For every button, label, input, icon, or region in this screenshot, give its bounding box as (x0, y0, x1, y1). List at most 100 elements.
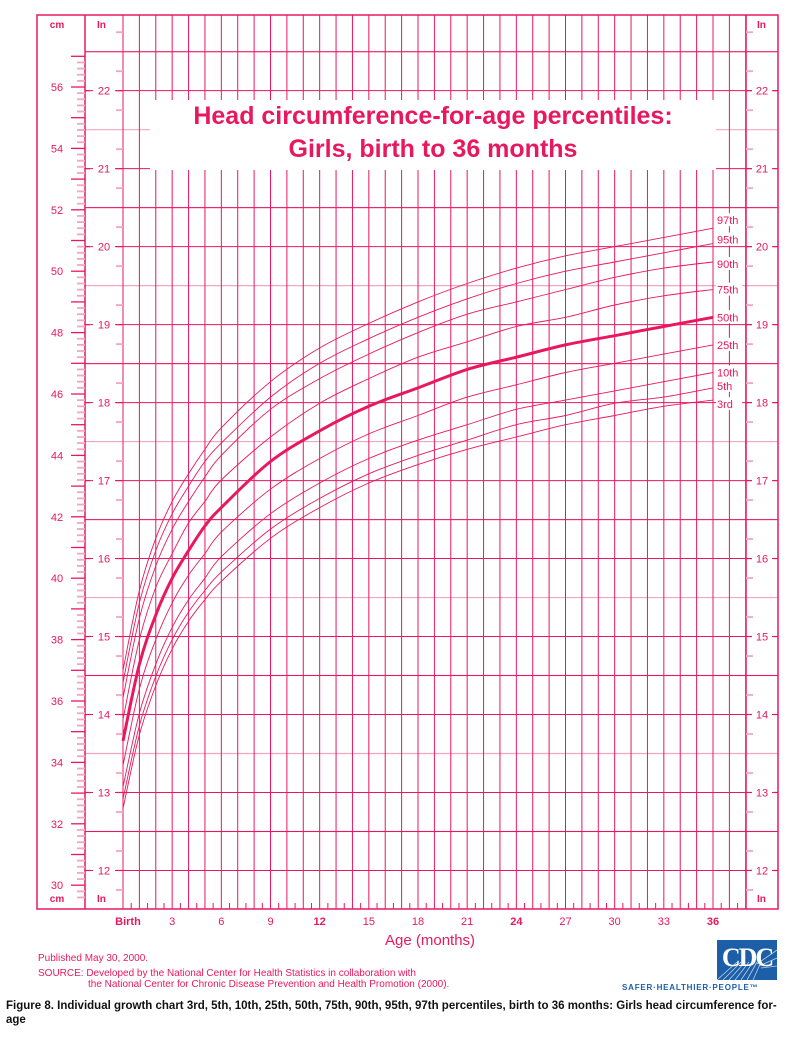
in-tick-label-left: 20 (98, 242, 110, 254)
label-bg (752, 551, 772, 566)
in-tick-label-right: 22 (756, 86, 768, 98)
source-line-1: SOURCE: Developed by the National Center… (38, 968, 416, 979)
in-tick-label-left: 18 (98, 398, 110, 410)
label-bg (716, 310, 742, 324)
x-axis-label: Age (months) (385, 932, 476, 949)
label-bg (93, 317, 115, 332)
cm-tick-label: 50 (51, 266, 63, 278)
cm-tick-label: 48 (51, 328, 63, 340)
label-bg (93, 83, 115, 98)
in-tick-label-left: 14 (98, 710, 110, 722)
cm-tick-label: 34 (51, 757, 63, 769)
source-note: SOURCE: Developed by the National Center… (38, 968, 449, 990)
x-tick-label: 3 (169, 916, 175, 928)
label-bg (752, 83, 772, 98)
in-tick-label-right: 16 (756, 554, 768, 566)
label-bg (93, 863, 115, 878)
in-tick-label-right: 19 (756, 320, 768, 332)
in-tick-label-left: 21 (98, 164, 110, 176)
label-bg (752, 473, 772, 488)
label-bg (716, 378, 742, 392)
cm-tick-label: 46 (51, 389, 63, 401)
label-bg (93, 473, 115, 488)
label-bg (752, 239, 772, 254)
logo-rays-icon (717, 949, 777, 980)
label-bg (752, 161, 772, 176)
curve-90th (122, 261, 714, 698)
x-tick-label: 27 (559, 916, 571, 928)
figure-caption: Figure 8. Individual growth chart 3rd, 5… (6, 1000, 777, 1026)
cm-unit-bottom: cm (50, 894, 65, 905)
in-tick-label-right: 13 (756, 787, 768, 799)
cm-tick-label: 44 (51, 450, 63, 462)
percentile-label-75th: 75th (717, 285, 738, 297)
x-tick-label: 30 (609, 916, 621, 928)
x-tick-label: 33 (658, 916, 670, 928)
logo-text: CDC (721, 943, 774, 972)
x-tick-label: 24 (510, 916, 523, 928)
label-bg (93, 785, 115, 800)
cm-tick-label: 42 (51, 512, 63, 524)
in-tick-label-left: 12 (98, 865, 110, 877)
in-tick-label-right: 14 (756, 710, 768, 722)
cm-tick-label: 54 (51, 143, 63, 155)
cm-tick-label: 32 (51, 819, 63, 831)
in-tick-label-right: 17 (756, 476, 768, 488)
source-line-2: the National Center for Chronic Disease … (88, 979, 450, 990)
label-bg (93, 707, 115, 722)
label-bg (93, 629, 115, 644)
label-bg (716, 232, 742, 246)
percentile-label-10th: 10th (717, 368, 738, 380)
curve-95th (122, 243, 714, 683)
in-tick-label-right: 18 (756, 398, 768, 410)
label-bg (716, 282, 742, 296)
percentile-label-25th: 25th (717, 340, 738, 352)
percentile-label-90th: 90th (717, 259, 738, 271)
curve-97th (122, 227, 714, 671)
x-tick-label: 36 (707, 916, 719, 928)
chart-title-line1: Head circumference-for-age percentiles: (193, 102, 673, 130)
x-tick-label: 9 (267, 916, 273, 928)
label-bg (752, 707, 772, 722)
in-tick-label-left: 13 (98, 787, 110, 799)
curve-5th (122, 387, 714, 800)
in-tick-label-left: 19 (98, 320, 110, 332)
x-tick-label: 12 (314, 916, 326, 928)
cdc-logo: CDC (717, 940, 777, 980)
label-bg (93, 551, 115, 566)
label-bg (716, 213, 742, 227)
percentile-label-5th: 5th (717, 381, 732, 393)
label-bg (752, 785, 772, 800)
label-bg (93, 161, 115, 176)
curve-25th (122, 344, 714, 766)
percentile-label-3rd: 3rd (717, 399, 733, 411)
label-bg (752, 629, 772, 644)
label-bg (716, 365, 742, 379)
chart-title-line2: Girls, birth to 36 months (288, 135, 578, 163)
chart-frame (36, 14, 779, 910)
x-tick-label: Birth (115, 916, 141, 928)
curve-50th (121, 315, 714, 742)
curve-3rd (122, 399, 714, 809)
cm-tick-label: 40 (51, 573, 63, 585)
in-tick-label-left: 17 (98, 476, 110, 488)
in-unit-top-left: In (97, 20, 106, 31)
cm-tick-label: 36 (51, 696, 63, 708)
in-unit-bottom-left: In (97, 894, 106, 905)
label-bg (752, 863, 772, 878)
label-bg (93, 395, 115, 410)
chart-title: Head circumference-for-age percentiles: … (150, 100, 716, 166)
in-unit-bottom-right: In (757, 894, 766, 905)
percentile-label-95th: 95th (717, 235, 738, 247)
curve-10th (122, 372, 714, 788)
label-bg (716, 256, 742, 270)
x-tick-label: 6 (218, 916, 224, 928)
label-bg (752, 317, 772, 332)
published-date: Published May 30, 2000. (38, 953, 149, 964)
in-tick-label-right: 12 (756, 865, 768, 877)
in-unit-top-right: In (757, 20, 766, 31)
x-tick-label: 15 (363, 916, 375, 928)
in-tick-label-left: 15 (98, 632, 110, 644)
